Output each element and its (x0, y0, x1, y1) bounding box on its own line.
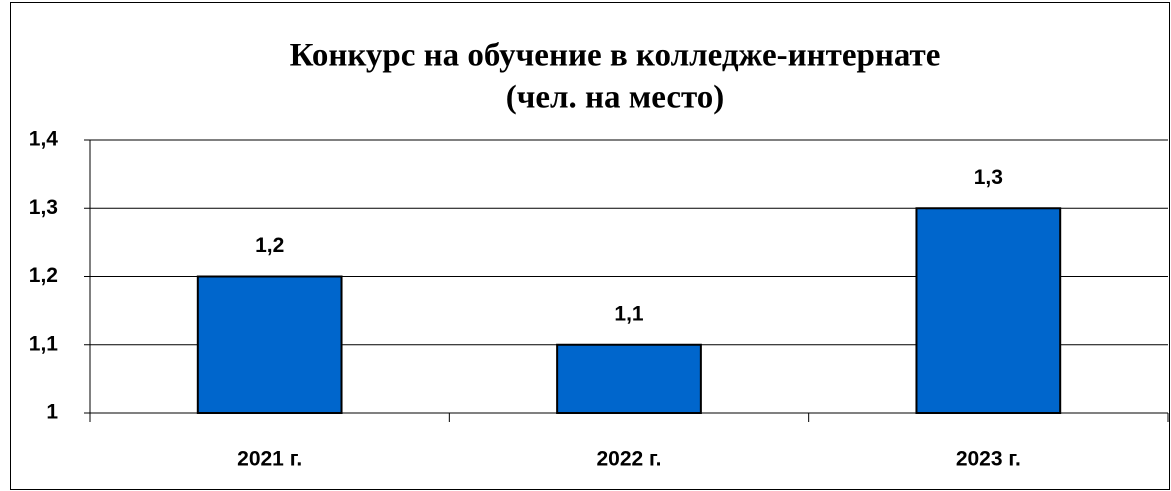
value-label: 1,3 (974, 166, 1003, 189)
y-tick-label: 1,4 (29, 128, 59, 151)
bar (196, 275, 343, 414)
x-tick-label: 2022 г. (596, 448, 661, 471)
value-label: 1,2 (255, 234, 284, 257)
y-tick-label: 1 (46, 401, 58, 424)
y-tick-label: 1,1 (29, 332, 59, 355)
x-tick-label: 2023 г. (956, 448, 1021, 471)
chart-title: Конкурс на обучение в колледже-интернате (290, 38, 941, 74)
x-tick-label: 2021 г. (237, 448, 302, 471)
y-tick-label: 1,3 (29, 196, 58, 219)
chart-subtitle: (чел. на место) (506, 80, 724, 116)
y-tick-label: 1,2 (29, 264, 58, 287)
bar (556, 343, 702, 414)
bar (915, 207, 1062, 414)
value-label: 1,1 (614, 302, 644, 325)
